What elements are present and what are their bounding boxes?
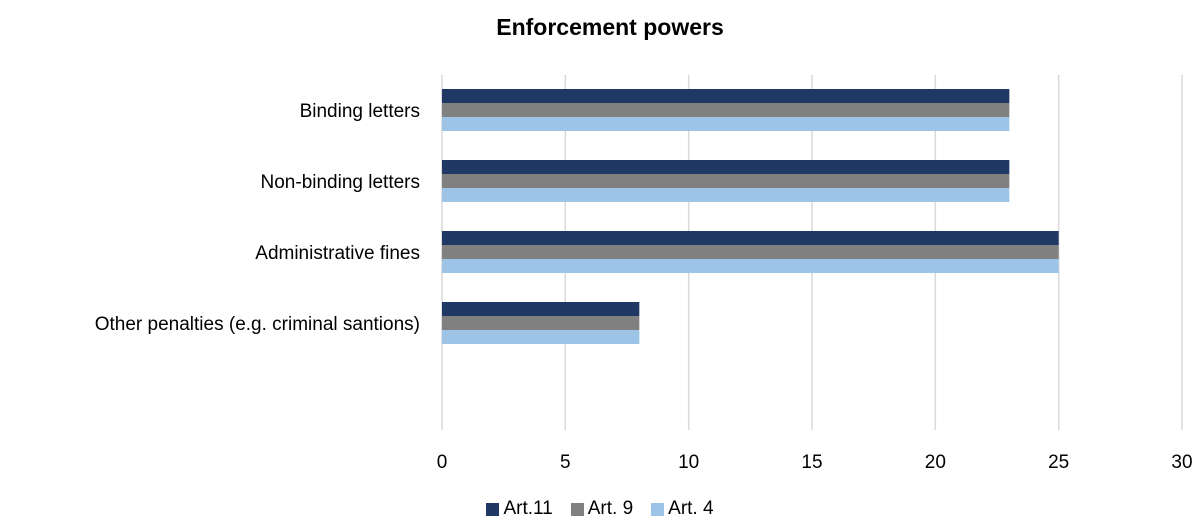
legend-item: Art.11 xyxy=(486,498,553,520)
legend-swatch xyxy=(651,502,665,516)
bar-art-4-2 xyxy=(442,188,1010,202)
legend-item: Art. 9 xyxy=(570,498,634,520)
x-tick-label: 5 xyxy=(560,452,571,473)
legend-label: Art. 9 xyxy=(587,498,634,519)
bar-art-11-4 xyxy=(442,302,640,316)
legend-item: Art. 4 xyxy=(651,498,714,520)
x-tick-label: 15 xyxy=(801,452,822,473)
x-tick-label: 25 xyxy=(1048,452,1069,473)
category-label: Other penalties (e.g. criminal santions) xyxy=(95,314,420,335)
x-tick-label: 20 xyxy=(925,452,946,473)
x-tick-label: 0 xyxy=(437,452,448,473)
legend-swatch xyxy=(486,502,500,516)
chart-title: Enforcement powers xyxy=(496,14,724,40)
legend-label: Art.11 xyxy=(503,498,553,519)
x-tick-label: 30 xyxy=(1171,452,1192,473)
legend-swatch xyxy=(570,502,584,516)
legend-label: Art. 4 xyxy=(668,498,714,519)
x-tick-label: 10 xyxy=(678,452,699,473)
category-label: Binding letters xyxy=(300,101,420,122)
legend: Art.11 Art. 9 Art. 4 xyxy=(0,498,1200,520)
bar-art-4-4 xyxy=(442,330,640,344)
category-label: Administrative fines xyxy=(255,243,420,264)
category-label: Non-binding letters xyxy=(261,172,420,193)
bar-art-11-3 xyxy=(442,231,1059,245)
bar-art-9-1 xyxy=(442,103,1010,117)
bar-art-4-3 xyxy=(442,259,1059,273)
bar-art-9-2 xyxy=(442,174,1010,188)
bar-art-4-1 xyxy=(442,117,1010,131)
bar-art-9-3 xyxy=(442,245,1059,259)
bar-art-11-2 xyxy=(442,160,1010,174)
bar-art-9-4 xyxy=(442,316,640,330)
bar-art-11-1 xyxy=(442,89,1010,103)
